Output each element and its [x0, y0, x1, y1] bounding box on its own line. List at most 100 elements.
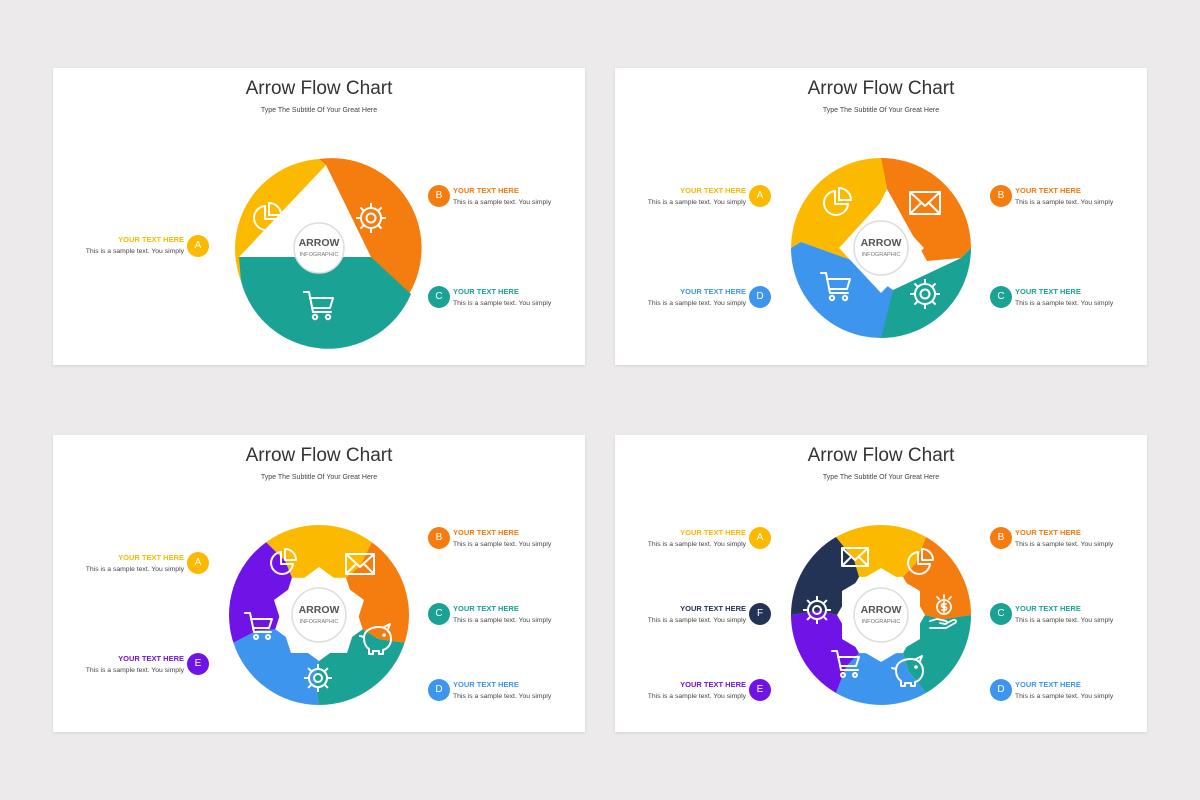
pie-chart-icon [253, 202, 282, 231]
label-text: This is a sample text. You simply [85, 667, 184, 674]
badge-d: D [990, 679, 1012, 701]
label-d: YOUR TEXT HERE This is a sample text. Yo… [1015, 679, 1131, 703]
label-text: This is a sample text. You simply [1015, 541, 1114, 548]
label-d: YOUR TEXT HERE This is a sample text. Yo… [630, 286, 746, 310]
segment-1 [235, 159, 326, 281]
label-title: YOUR TEXT HERE [453, 604, 519, 613]
slide-subtitle: Type The Subtitle Of Your Great Here [260, 107, 378, 114]
label-title: YOUR TEXT HERE [453, 186, 519, 195]
label-title: YOUR TEXT HERE [680, 528, 746, 537]
label-title: YOUR TEXT HERE [453, 680, 519, 689]
label-f: YOUR TEXT HERE This is a sample text. Yo… [630, 603, 746, 627]
arrow-flow-diagram: ARROW INFOGRAPHIC [229, 525, 409, 705]
label-title: YOUR TEXT HERE [453, 528, 519, 537]
slide-title: Arrow Flow Chart [245, 445, 393, 466]
label-text: This is a sample text. You simply [453, 617, 552, 624]
label-title: YOUR TEXT HERE [1015, 186, 1081, 195]
arrow-flow-diagram: ARROW INFOGRAPHIC [791, 158, 971, 338]
label-title: YOUR TEXT HERE [1015, 680, 1081, 689]
envelope-icon [841, 547, 869, 567]
center-subtitle: INFOGRAPHIC [300, 619, 339, 625]
envelope-icon [909, 191, 941, 215]
center-title: ARROW [299, 604, 340, 616]
badge-f: F [749, 603, 771, 625]
label-e: YOUR TEXT HERE This is a sample text. Yo… [630, 679, 746, 703]
label-title: YOUR TEXT HERE [680, 680, 746, 689]
gear-icon [304, 664, 332, 692]
label-title: YOUR TEXT HERE [680, 604, 746, 613]
gear-icon [910, 279, 940, 309]
slide-title: Arrow Flow Chart [807, 78, 955, 99]
label-a: YOUR TEXT HERE This is a sample text. Yo… [68, 552, 184, 576]
cart-icon [303, 291, 334, 321]
label-title: YOUR TEXT HERE [1015, 528, 1081, 537]
label-text: This is a sample text. You simply [1015, 617, 1114, 624]
slide-3: Arrow Flow Chart Type The Subtitle Of Yo… [53, 435, 585, 732]
envelope-icon [345, 553, 375, 575]
badge-d: D [749, 286, 771, 308]
label-title: YOUR TEXT HERE [118, 654, 184, 663]
label-c: YOUR TEXT HERE This is a sample text. Yo… [453, 286, 569, 310]
badge-b: B [428, 527, 450, 549]
segment-3 [877, 248, 971, 338]
center-ring [293, 222, 345, 274]
label-title: YOUR TEXT HERE [453, 287, 519, 296]
badge-e: E [187, 653, 209, 675]
arrow-flow-diagram: ARROW INFOGRAPHIC [235, 158, 422, 349]
segment-2 [319, 158, 422, 294]
label-text: This is a sample text. You simply [647, 617, 746, 624]
segment-2 [881, 158, 971, 261]
badge-d: D [428, 679, 450, 701]
label-title: YOUR TEXT HERE [680, 186, 746, 195]
label-b: YOUR TEXT HERE This is a sample text. Yo… [1015, 185, 1131, 209]
badge-b: B [990, 185, 1012, 207]
label-b: YOUR TEXT HERE This is a sample text. Yo… [1015, 527, 1131, 551]
segment-1 [836, 525, 926, 577]
slide-subtitle: Type The Subtitle Of Your Great Here [822, 474, 940, 481]
piggy-bank-icon [891, 655, 924, 687]
slide-2: Arrow Flow Chart Type The Subtitle Of Yo… [615, 68, 1147, 365]
slide-1: Arrow Flow Chart Type The Subtitle Of Yo… [53, 68, 585, 365]
segment-3 [239, 257, 411, 349]
cart-icon [820, 272, 851, 302]
label-text: This is a sample text. You simply [647, 541, 746, 548]
label-title: YOUR TEXT HERE [118, 553, 184, 562]
label-title: YOUR TEXT HERE [1015, 604, 1081, 613]
label-text: This is a sample text. You simply [647, 693, 746, 700]
cart-icon [244, 612, 273, 640]
center-title: ARROW [861, 604, 902, 616]
label-a: YOUR TEXT HERE This is a sample text. Yo… [630, 527, 746, 551]
slide-subtitle: Type The Subtitle Of Your Great Here [260, 474, 378, 481]
center-subtitle: INFOGRAPHIC [862, 252, 901, 258]
badge-c: C [428, 286, 450, 308]
label-text: This is a sample text. You simply [1015, 693, 1114, 700]
badge-a: A [187, 235, 209, 257]
pie-chart-icon [823, 187, 852, 216]
piggy-bank-icon [359, 623, 392, 655]
segment-2 [346, 542, 409, 643]
gear-icon [803, 596, 831, 624]
label-c: YOUR TEXT HERE This is a sample text. Yo… [1015, 603, 1131, 627]
slide-4: Arrow Flow Chart Type The Subtitle Of Yo… [615, 435, 1147, 732]
slide-subtitle: Type The Subtitle Of Your Great Here [822, 107, 940, 114]
center-subtitle: INFOGRAPHIC [862, 619, 901, 625]
label-c: YOUR TEXT HERE This is a sample text. Yo… [1015, 286, 1131, 310]
badge-c: C [990, 603, 1012, 625]
label-text: This is a sample text. You simply [647, 199, 746, 206]
badge-a: A [749, 185, 771, 207]
label-text: This is a sample text. You simply [453, 541, 552, 548]
label-text: This is a sample text. You simply [453, 693, 552, 700]
badge-b: B [428, 185, 450, 207]
label-text: This is a sample text. You simply [647, 300, 746, 307]
label-a: YOUR TEXT HERE This is a sample text. Yo… [630, 185, 746, 209]
segment-5 [229, 542, 292, 643]
badge-c: C [428, 603, 450, 625]
cart-icon [831, 650, 860, 678]
label-text: This is a sample text. You simply [1015, 199, 1114, 206]
gear-icon [356, 203, 386, 233]
label-title: YOUR TEXT HERE [1015, 287, 1081, 296]
money-hand-icon [929, 594, 957, 629]
arrow-flow-diagram: ARROW INFOGRAPHIC [791, 525, 971, 705]
label-e: YOUR TEXT HERE This is a sample text. Yo… [68, 653, 184, 677]
slide-title: Arrow Flow Chart [807, 445, 955, 466]
